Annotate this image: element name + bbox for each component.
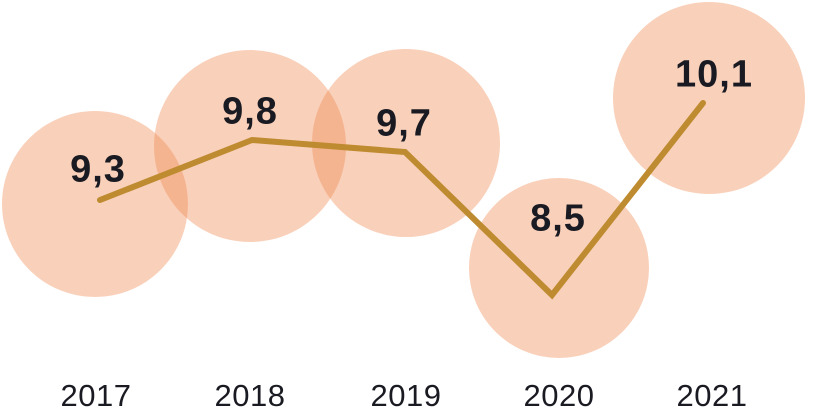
bubble-group [2,2,805,358]
bubble-2020 [469,178,649,358]
bubble-2021 [613,2,805,194]
bubble-2017 [2,111,188,297]
bubble-2018 [154,50,346,242]
value-label-2018: 9,8 [222,90,278,133]
x-tick-2017: 2017 [60,378,132,413]
x-tick-2020: 2020 [523,378,595,413]
x-tick-2018: 2018 [214,378,286,413]
value-label-2020: 8,5 [530,197,586,240]
trend-line [97,100,706,300]
value-label-2017: 9,3 [70,148,126,191]
value-label-2019: 9,7 [376,102,432,145]
bubble-2019 [312,49,500,237]
x-tick-2019: 2019 [370,378,442,413]
x-tick-2021: 2021 [676,378,748,413]
value-label-2021: 10,1 [675,53,753,96]
